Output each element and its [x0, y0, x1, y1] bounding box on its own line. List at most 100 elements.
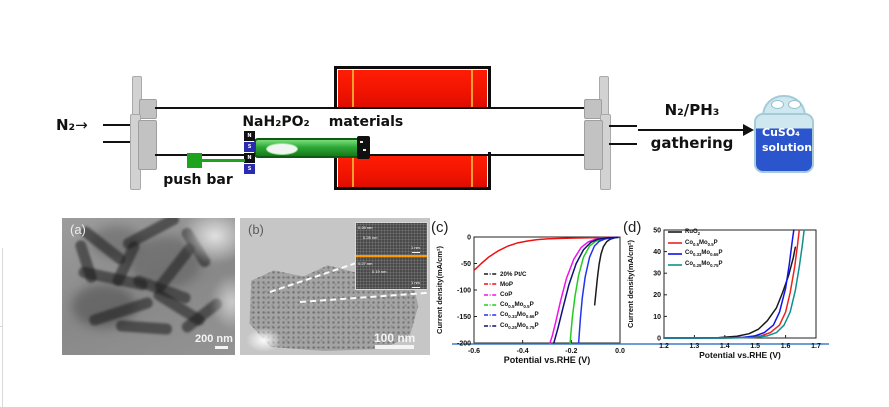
- legend-entry: Co0.25Mo0.75P: [668, 259, 723, 270]
- panel-c-label: (c): [431, 219, 449, 236]
- gathering-arrow-line: [638, 129, 744, 131]
- tem-image-a: (a) 200 nm: [62, 218, 235, 355]
- push-bar-handle: [187, 153, 202, 168]
- legend-label: Co0.5Mo0.5P: [685, 239, 718, 247]
- y-axis-label: Current density(mA/cm²): [626, 240, 635, 328]
- outlet-pipe-top: [609, 125, 637, 127]
- legend-entry: CoP: [484, 290, 539, 300]
- legend-line-swatch: [484, 304, 497, 306]
- y-tick-label: 40: [653, 249, 661, 256]
- y-tick-label: 0: [657, 335, 661, 342]
- legend-entry: MoP: [484, 279, 539, 289]
- x-tick-label: 0.0: [615, 348, 625, 355]
- legend-label: Co0.25Mo0.75P: [500, 321, 539, 330]
- y-tick-label: -100: [457, 287, 471, 294]
- x-tick-label: -0.4: [517, 348, 529, 355]
- bottle-label-line2: solution: [762, 141, 813, 154]
- magnet-n: N: [244, 153, 255, 163]
- inset-scale-text: 1 nm: [411, 280, 420, 285]
- tem-image-b: 0.28 nm 0.28 nm 1 nm 0.27 nm 0.19 nm 1 n…: [240, 218, 430, 355]
- materials-speck: [360, 141, 363, 143]
- inset-scale-bar: [412, 252, 420, 253]
- legend-line-swatch: [484, 293, 497, 296]
- series-co0-25mo0-75p: [663, 229, 805, 339]
- materials-label: materials: [328, 114, 404, 130]
- outlet-pipe-bottom: [609, 143, 637, 145]
- lattice-spacing-note: 0.28 nm: [363, 235, 378, 240]
- x-tick-label: 1.6: [781, 343, 791, 350]
- furnace-frame-left-lower: [334, 152, 337, 190]
- chart-plot: -0.6 -0.4 -0.2 0.0 0 -50 -100 -150 -200 Potential…: [435, 234, 625, 365]
- x-tick-label: 1.4: [720, 343, 730, 350]
- magnet-n: N: [244, 131, 255, 141]
- y-axis-label: Current density(mA/cm²): [435, 246, 444, 334]
- left-flange-lower-block: [138, 120, 157, 170]
- x-tick-label: 1.5: [750, 343, 760, 350]
- left-panel-divider: [0, 326, 3, 327]
- push-bar-rod: [202, 159, 245, 162]
- legend-label: Co0.25Mo0.75P: [685, 261, 723, 269]
- legend-entry: Co0.25Mo0.75P: [484, 320, 539, 330]
- inlet-pipe-top: [103, 124, 130, 126]
- legend-label: RuO2: [685, 228, 701, 236]
- chart-legend: RuO2 Co0.5Mo0.5P Co0.33Mo0.66P Co0.25Mo0.75…: [668, 227, 723, 270]
- bottle-port-icon: [788, 100, 801, 109]
- legend-label: 20% Pt/C: [500, 270, 527, 278]
- flow-arrow-icon: →: [75, 116, 88, 134]
- hrtem-inset: 0.28 nm 0.28 nm 1 nm 0.27 nm 0.19 nm 1 n…: [355, 222, 428, 290]
- scale-bar-b: [375, 345, 414, 349]
- furnace-frame-left-upper: [334, 66, 337, 109]
- series-co0-33mo0-66p: [577, 236, 621, 344]
- legend-line-swatch: [668, 242, 682, 244]
- legend-entry: 20% Pt/C: [484, 269, 539, 279]
- y-tick-label: 30: [653, 271, 661, 278]
- y-tick-label: -50: [461, 261, 471, 268]
- legend-label: CoP: [500, 291, 513, 299]
- lattice-spacing-note: 0.28 nm: [358, 225, 373, 230]
- legend-label: Co0.5Mo0.5P: [500, 300, 534, 310]
- y-tick-label: -200: [457, 340, 471, 347]
- inlet-pipe-bottom: [103, 141, 130, 143]
- sample-boat: [254, 138, 368, 158]
- n2-text: N₂: [56, 116, 76, 134]
- series-co0-25mo0-75p: [553, 236, 619, 344]
- furnace-heater-bottom: [338, 156, 487, 187]
- magnet-s: S: [244, 142, 255, 152]
- text-underline-artifact: [452, 343, 829, 345]
- heater-element-line: [471, 156, 473, 187]
- legend-entry: Co0.33Mo0.66P: [484, 310, 539, 320]
- scale-text-b: 100 nm: [374, 331, 416, 345]
- furnace-frame-right-lower: [488, 152, 491, 190]
- y-tick-label: 0: [467, 234, 471, 241]
- lattice-spacing-note: 0.19 nm: [372, 269, 387, 274]
- gathering-label: gathering: [650, 134, 734, 152]
- n2-inlet-label: N₂→: [56, 116, 106, 134]
- chart-legend: 20% Pt/C MoP CoP Co0.5Mo0.5P Co0.33Mo0.66P Co…: [484, 269, 539, 331]
- heater-element-line: [352, 70, 354, 107]
- heater-element-line: [352, 156, 354, 187]
- tem-texture: [115, 320, 173, 335]
- legend-line-swatch: [484, 283, 497, 286]
- magnet-s: S: [244, 164, 255, 174]
- legend-line-swatch: [484, 324, 497, 327]
- inset-divider-line: [356, 255, 427, 257]
- chart-plot: 1.2 1.3 1.4 1.5 1.6 1.7 0 10 20 30 40 50 Potential v…: [626, 227, 821, 360]
- x-tick-label: -0.2: [565, 348, 577, 355]
- legend-line-swatch: [668, 231, 682, 234]
- y-tick-label: 10: [653, 314, 661, 321]
- legend-entry: Co0.5Mo0.5P: [668, 238, 723, 249]
- legend-entry: Co0.33Mo0.66P: [668, 249, 723, 260]
- y-tick-label: 50: [653, 227, 661, 234]
- x-tick-label: 1.3: [690, 343, 700, 350]
- left-flange-upper-block: [139, 99, 157, 119]
- tube-bottom-wall: [155, 154, 586, 156]
- x-axis-label: Potential vs.RHE (V): [699, 350, 781, 360]
- x-tick-label: 1.2: [659, 343, 669, 350]
- furnace-frame-top: [334, 66, 491, 69]
- legend-entry: RuO2: [668, 227, 723, 238]
- series-mop: [473, 236, 621, 272]
- series-20-pt-c: [593, 236, 620, 306]
- x-tick-label: 1.7: [811, 343, 821, 350]
- legend-label: Co0.33Mo0.66P: [500, 311, 539, 320]
